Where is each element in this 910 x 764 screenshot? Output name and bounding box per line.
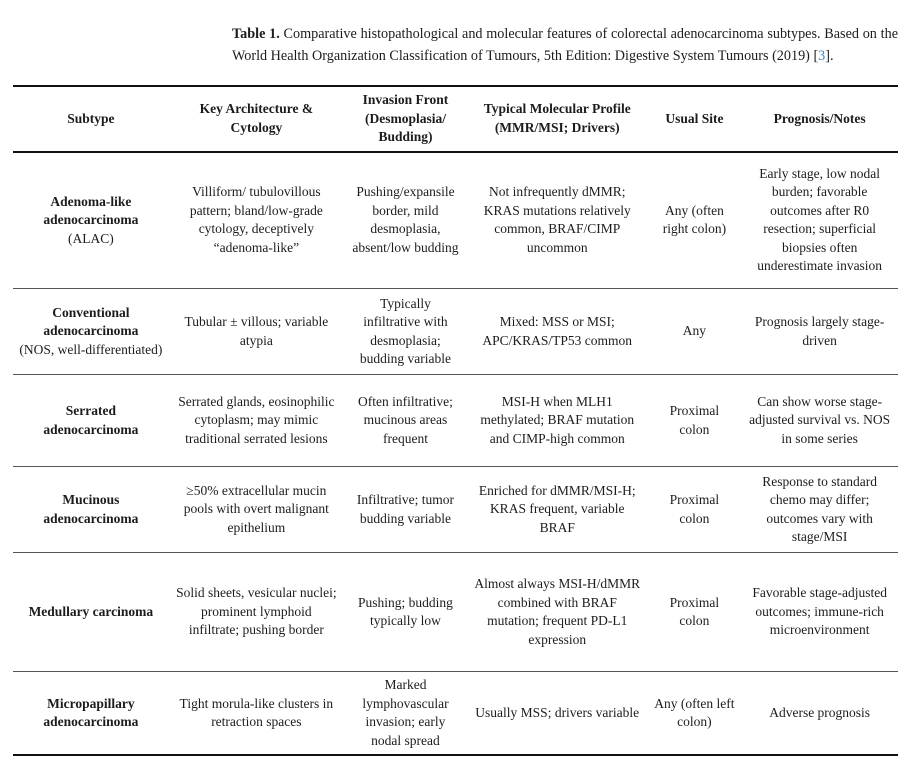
cell-prognosis: Can show worse stage-adjusted survival v…: [741, 374, 898, 467]
cell-invasion-front: Pushing/expansile border, mild desmoplas…: [352, 184, 459, 255]
cell-invasion-front: Pushing; budding typically low: [343, 552, 467, 672]
cell-architecture: Tubular ± villous; variable atypia: [168, 288, 344, 375]
cell-molecular-profile: Mixed: MSS or MSI; APC/KRAS/TP53 common: [466, 288, 648, 375]
cell-usual-site: Any (often right colon): [662, 202, 727, 237]
cell-subtype: Micropapillary adenocarcinoma: [13, 671, 169, 755]
cell-architecture: Villiform/ tubulovillous pattern; bland/…: [189, 184, 323, 255]
cell-prognosis: Favorable stage-adjusted outcomes; immun…: [741, 552, 898, 672]
column-header-subtype: Subtype: [13, 86, 169, 153]
subtype-name: Medullary carcinoma: [28, 603, 154, 619]
cell-usual-site: Proximal colon: [647, 374, 742, 467]
cell-architecture: Serrated glands, eosinophilic cytoplasm;…: [168, 374, 344, 467]
table-caption-end: ].: [825, 47, 834, 64]
table-caption-label: Table 1.: [232, 26, 280, 43]
cell-subtype: Adenoma-like adenocarcinoma (ALAC): [13, 152, 169, 289]
cell-subtype: Medullary carcinoma: [13, 552, 169, 672]
subtype-name: Conventional adenocarcinoma: [43, 304, 139, 339]
table-caption-text: Comparative histopathological and molecu…: [232, 26, 898, 64]
column-header-molecular-profile: Typical Molecular Profile (MMR/MSI; Driv…: [466, 86, 648, 153]
cell-molecular-profile: Not infrequently dMMR; KRAS mutations re…: [483, 184, 631, 255]
cell-molecular-profile: MSI-H when MLH1 methylated; BRAF mutatio…: [466, 374, 648, 467]
table-row-mucinous: Mucinous adenocarcinoma ≥50% extracellul…: [13, 466, 898, 553]
subtype-name: Adenoma-like adenocarcinoma: [43, 193, 139, 228]
table-header: Subtype Key Architecture & Cytology Inva…: [13, 86, 898, 153]
table-body: Adenoma-like adenocarcinoma (ALAC) Villif…: [13, 152, 898, 755]
cell-invasion-front: Often infiltrative; mucinous areas frequ…: [343, 374, 467, 467]
table-row-medullary: Medullary carcinoma Solid sheets, vesicu…: [13, 552, 898, 672]
cell-architecture: Solid sheets, vesicular nuclei; prominen…: [168, 552, 344, 672]
cell-molecular-profile: Almost always MSI-H/dMMR combined with B…: [466, 552, 648, 672]
table-row-conventional: Conventional adenocarcinoma (NOS, well-di…: [13, 288, 898, 375]
cell-usual-site: Any: [647, 288, 742, 375]
cell-architecture: Tight morula-like clusters in retraction…: [168, 671, 344, 755]
column-header-usual-site: Usual Site: [647, 86, 742, 153]
cell-prognosis: Response to standard chemo may differ; o…: [741, 466, 898, 553]
table-row-adenoma-like: Adenoma-like adenocarcinoma (ALAC) Villif…: [13, 152, 898, 289]
subtype-name: Mucinous adenocarcinoma: [43, 492, 139, 526]
cell-invasion-front: Marked lymphovascular invasion; early no…: [343, 671, 467, 755]
column-header-architecture: Key Architecture & Cytology: [168, 86, 344, 153]
citation-link[interactable]: 3: [818, 47, 826, 64]
table-caption: Table 1. Comparative histopathological a…: [232, 24, 898, 67]
cell-molecular-profile: Enriched for dMMR/MSI-H; KRAS frequent, …: [466, 466, 648, 553]
cell-usual-site: Proximal colon: [647, 552, 742, 672]
cell-prognosis: Adverse prognosis: [741, 671, 898, 755]
cell-architecture: ≥50% extracellular mucin pools with over…: [168, 466, 344, 553]
column-header-invasion-front: Invasion Front (Desmoplasia/ Budding): [343, 86, 467, 153]
cell-subtype: Mucinous adenocarcinoma: [13, 466, 169, 553]
subtype-name: Serrated adenocarcinoma: [43, 403, 139, 437]
cell-subtype: Conventional adenocarcinoma (NOS, well-di…: [13, 288, 169, 375]
subtype-name: Micropapillary adenocarcinoma: [43, 695, 139, 730]
cell-subtype: Serrated adenocarcinoma: [13, 374, 169, 467]
header-row: Subtype Key Architecture & Cytology Inva…: [13, 86, 898, 153]
column-header-prognosis: Prognosis/Notes: [741, 86, 898, 153]
subtype-qualifier: (ALAC): [68, 230, 114, 246]
cell-prognosis: Prognosis largely stage-driven: [741, 288, 898, 375]
subtype-qualifier: (NOS, well-differentiated): [19, 341, 163, 357]
comparison-table: Subtype Key Architecture & Cytology Inva…: [13, 85, 898, 756]
cell-usual-site: Any (often left colon): [647, 671, 742, 755]
cell-molecular-profile: Usually MSS; drivers variable: [466, 671, 648, 755]
cell-invasion-front: Typically infiltrative with desmoplasia;…: [343, 288, 467, 375]
table-row-serrated: Serrated adenocarcinoma Serrated glands,…: [13, 374, 898, 467]
cell-prognosis: Early stage, low nodal burden; favorable…: [757, 165, 883, 274]
cell-invasion-front: Infiltrative; tumor budding variable: [343, 466, 467, 553]
table-row-micropapillary: Micropapillary adenocarcinoma Tight moru…: [13, 671, 898, 755]
cell-usual-site: Proximal colon: [647, 466, 742, 553]
